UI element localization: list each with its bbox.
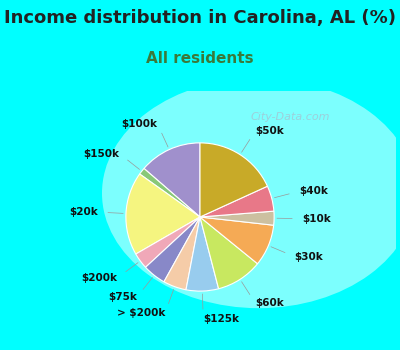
Text: $40k: $40k [299,186,328,196]
Text: City-Data.com: City-Data.com [250,112,330,121]
Text: $60k: $60k [255,298,284,308]
Text: $50k: $50k [255,126,284,136]
Text: All residents: All residents [146,51,254,66]
Wedge shape [146,217,200,282]
Wedge shape [200,217,274,264]
Text: > $200k: > $200k [117,308,165,318]
Wedge shape [136,217,200,267]
Wedge shape [200,211,274,225]
Text: $75k: $75k [108,292,137,302]
Text: $30k: $30k [294,252,323,261]
Wedge shape [200,143,268,217]
Text: $150k: $150k [84,149,120,159]
Text: $20k: $20k [69,207,98,217]
Text: Income distribution in Carolina, AL (%): Income distribution in Carolina, AL (%) [4,9,396,27]
Wedge shape [200,186,274,217]
Ellipse shape [102,78,400,308]
Text: $100k: $100k [122,119,158,129]
Text: $200k: $200k [82,273,118,283]
Wedge shape [140,168,200,217]
Wedge shape [144,143,200,217]
Wedge shape [186,217,219,291]
Wedge shape [164,217,200,290]
Text: $10k: $10k [302,214,331,224]
Text: $125k: $125k [203,314,239,324]
Wedge shape [200,217,258,289]
Wedge shape [126,174,200,254]
